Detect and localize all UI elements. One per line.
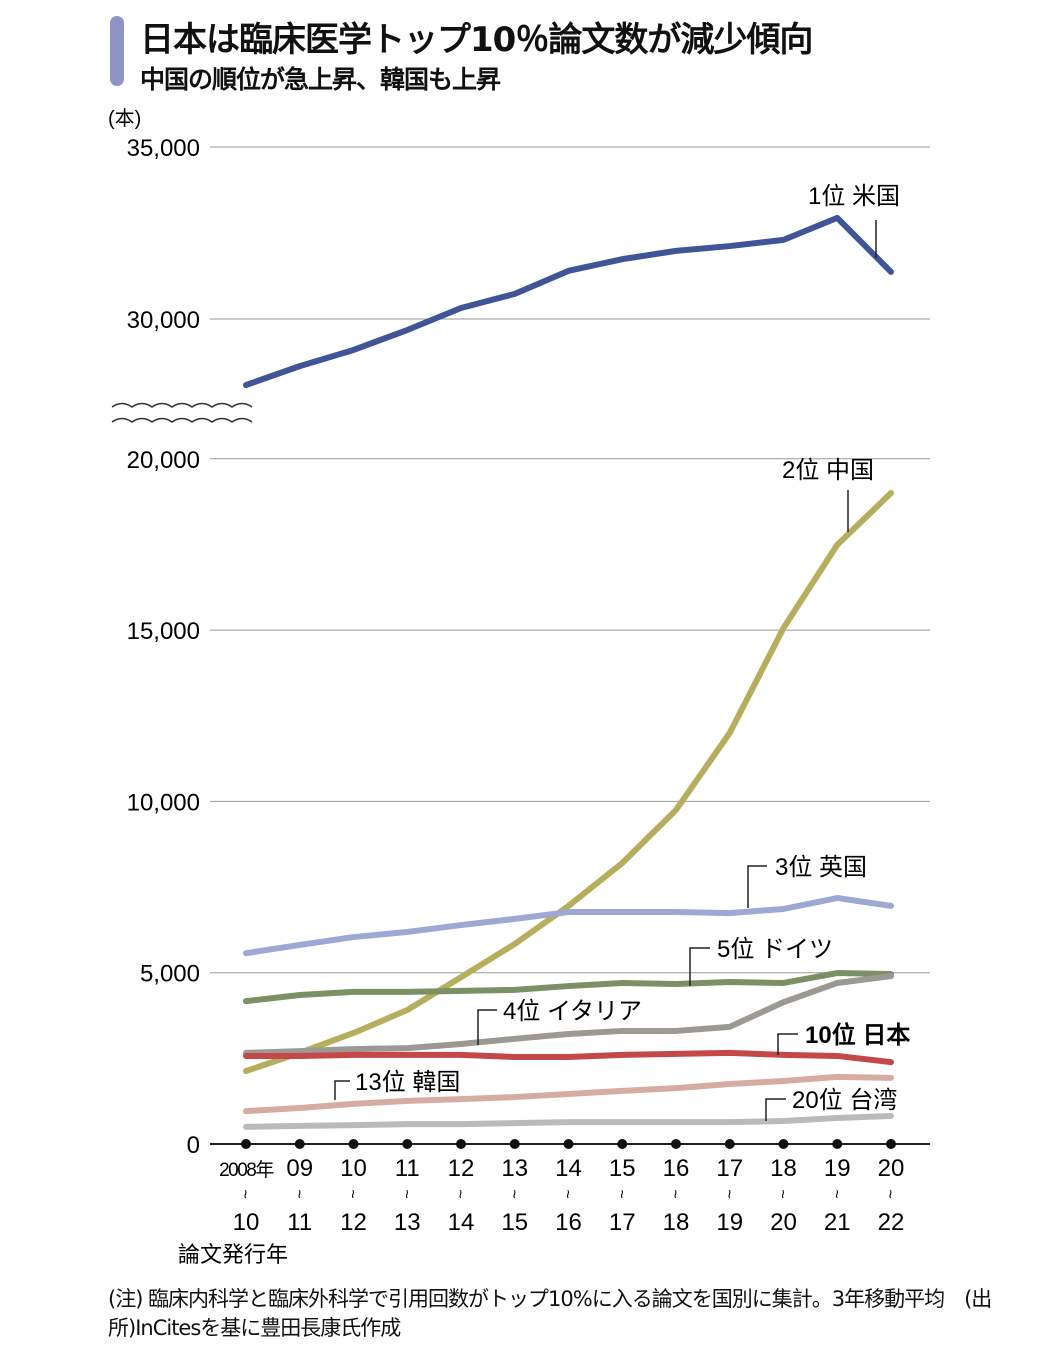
x-tick-dot: [778, 1139, 789, 1149]
label-leader-line: [689, 947, 710, 986]
x-tick-label-start: 09: [286, 1155, 313, 1182]
y-tick-label: 20,000: [127, 447, 200, 474]
axis-break-icon: [111, 402, 253, 408]
x-tick-dot: [294, 1139, 305, 1149]
x-tick-label-start: 20: [878, 1155, 905, 1182]
x-tick-dot: [617, 1139, 628, 1149]
label-leader-line: [334, 1080, 350, 1100]
series-line-2: [243, 895, 894, 957]
x-tick-label-end: 13: [394, 1209, 421, 1236]
x-tick-label-start: 2008年: [219, 1159, 274, 1181]
series-line-5: [243, 1049, 894, 1066]
series-line-0: [243, 214, 894, 389]
x-tick-label-end: 17: [609, 1209, 636, 1236]
x-tick-tilde: ~: [827, 1189, 844, 1198]
x-tick-label-end: 11: [287, 1209, 312, 1236]
x-tick-label-start: 15: [609, 1155, 636, 1182]
series-label: 5位 ドイツ: [717, 936, 833, 963]
x-tick-label-end: 10: [233, 1209, 260, 1236]
series-label: 2位 中国: [782, 457, 874, 484]
x-tick-tilde: ~: [666, 1189, 683, 1198]
series-line-7: [243, 1112, 894, 1130]
x-tick-label-end: 15: [501, 1209, 528, 1236]
x-tick-label-end: 16: [555, 1209, 582, 1236]
x-tick-label-end: 18: [663, 1209, 690, 1236]
x-tick-label-start: 18: [770, 1155, 797, 1182]
chart-subtitle: 中国の順位が急上昇、韓国も上昇: [140, 65, 501, 94]
x-tick-dot: [348, 1139, 359, 1149]
series-line-3: [243, 970, 894, 1005]
axis-break-icon: [111, 417, 253, 423]
series-label: 10位 日本: [805, 1021, 910, 1049]
series-line-6: [243, 1073, 894, 1115]
x-tick-tilde: ~: [505, 1189, 522, 1198]
x-tick-tilde: ~: [612, 1189, 629, 1198]
x-tick-label-start: 13: [501, 1155, 528, 1182]
x-tick-label-start: 10: [340, 1155, 367, 1182]
x-tick-dot: [886, 1139, 896, 1149]
label-leader-line: [747, 865, 767, 908]
label-leader-line: [765, 1098, 786, 1121]
x-tick-dot: [724, 1139, 735, 1149]
x-tick-label-end: 14: [448, 1209, 475, 1236]
x-tick-tilde: ~: [290, 1189, 307, 1198]
series-line-4: [243, 973, 894, 1056]
label-leader-line: [777, 1033, 798, 1055]
title-accent-bar: [110, 16, 124, 86]
x-tick-tilde: ~: [881, 1189, 898, 1198]
series-label: 3位 英国: [775, 854, 867, 881]
x-tick-label-start: 16: [663, 1155, 690, 1182]
y-tick-label: 5,000: [140, 961, 200, 988]
y-axis-unit: (本): [108, 107, 141, 130]
x-tick-dot: [563, 1139, 574, 1149]
x-tick-tilde: ~: [344, 1189, 361, 1198]
x-tick-label-start: 17: [716, 1155, 743, 1182]
x-tick-tilde: ~: [774, 1189, 791, 1198]
x-axis-title: 論文発行年: [178, 1242, 288, 1267]
series-label: 4位 イタリア: [503, 998, 642, 1025]
x-tick-dot: [456, 1139, 466, 1149]
x-tick-label-start: 12: [448, 1155, 475, 1182]
x-tick-tilde: ~: [397, 1189, 414, 1198]
x-tick-dot: [241, 1139, 251, 1149]
x-tick-dot: [402, 1139, 413, 1149]
x-tick-label-end: 19: [716, 1209, 743, 1236]
x-tick-tilde: ~: [451, 1189, 468, 1198]
footnote: (注) 臨床内科学と臨床外科学で引用回数がトップ10%に入る論文を国別に集計。3…: [108, 1287, 992, 1340]
x-tick-tilde: ~: [559, 1189, 576, 1198]
x-tick-label-start: 11: [395, 1155, 420, 1182]
x-tick-tilde: ~: [236, 1189, 253, 1198]
x-tick-label-end: 22: [878, 1209, 905, 1236]
y-tick-label: 35,000: [127, 135, 200, 162]
x-tick-dot: [509, 1139, 520, 1149]
label-leader-line: [477, 1009, 497, 1045]
x-tick-label-start: 14: [555, 1155, 582, 1182]
x-tick-tilde: ~: [720, 1189, 737, 1198]
x-tick-label-end: 21: [824, 1209, 851, 1236]
x-tick-label-end: 12: [340, 1209, 367, 1236]
y-tick-label: 10,000: [127, 789, 200, 816]
y-tick-label: 0: [187, 1132, 200, 1159]
x-tick-label-end: 20: [770, 1209, 797, 1236]
series-label: 13位 韓国: [355, 1069, 460, 1096]
series-line-1: [243, 490, 894, 1075]
series-label: 20位 台湾: [792, 1087, 897, 1114]
y-tick-label: 30,000: [127, 307, 200, 334]
x-tick-dot: [671, 1139, 681, 1149]
chart-title: 日本は臨床医学トップ10％論文数が減少傾向: [140, 20, 813, 60]
x-tick-label-start: 19: [824, 1155, 851, 1182]
x-tick-dot: [832, 1139, 843, 1149]
series-label: 1位 米国: [808, 183, 900, 210]
y-tick-label: 15,000: [127, 618, 200, 645]
